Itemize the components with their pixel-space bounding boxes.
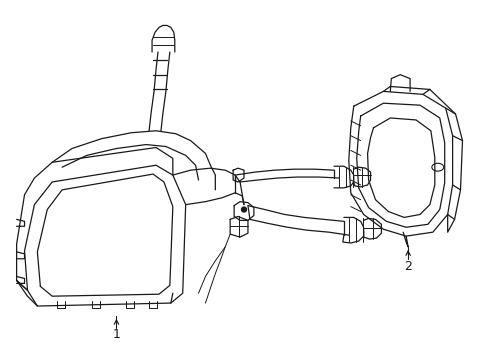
Text: 2: 2 <box>404 260 411 273</box>
Text: 1: 1 <box>112 328 120 341</box>
Circle shape <box>241 207 246 212</box>
